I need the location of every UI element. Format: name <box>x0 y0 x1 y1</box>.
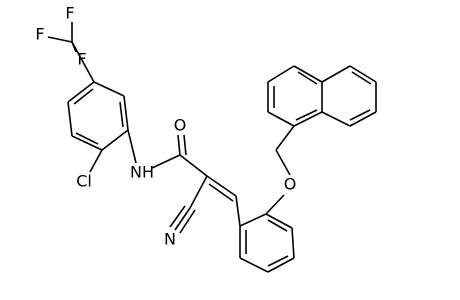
atom-label: F <box>35 25 44 44</box>
atom-label: Cl <box>76 172 92 191</box>
atom-label: NH <box>130 163 154 182</box>
atom-label: O <box>284 175 297 194</box>
atom-label: N <box>164 230 176 249</box>
bonds <box>47 22 377 273</box>
atom-label: F <box>65 4 74 23</box>
atom-label: O <box>174 116 187 135</box>
atom-label: F <box>77 50 86 69</box>
